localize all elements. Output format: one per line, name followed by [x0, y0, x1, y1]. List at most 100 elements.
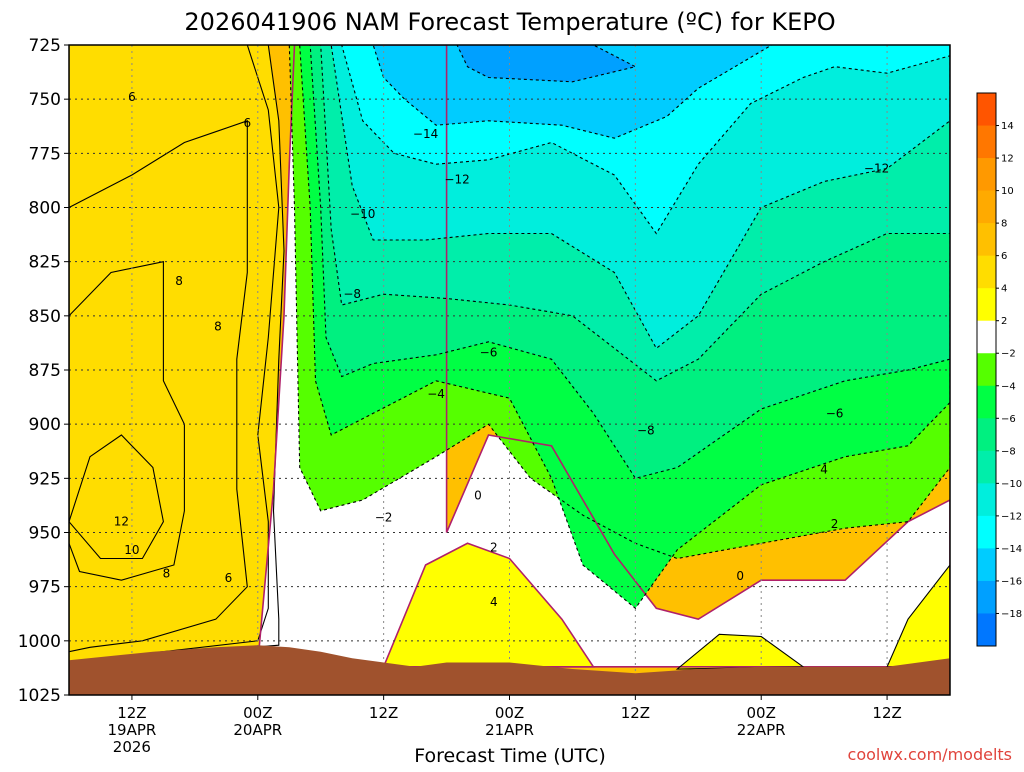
- colorbar-swatch-1: [977, 125, 996, 159]
- x-tick-label-66-1: 22APR: [737, 721, 786, 739]
- x-tick-label-18-1: 20APR: [233, 721, 282, 739]
- contour-15: [372, 45, 773, 139]
- colorbar-swatch-12: [977, 483, 996, 517]
- colorbar-label-12: −12: [1001, 511, 1022, 522]
- y-tick-label-1000: 1000: [18, 632, 61, 652]
- x-tick-label-54-0: 12Z: [621, 704, 650, 722]
- colorbar: 14 12 10 8 6 4 2 −2 −4 −6 −8 −10 −12 −14 −16 −18: [976, 92, 1022, 647]
- contour-label-3: 8: [214, 320, 222, 334]
- contour-label-9: −12: [444, 172, 469, 186]
- contour-label-14: −2: [375, 510, 393, 524]
- x-tick-label-66-0: 00Z: [747, 704, 776, 722]
- contour-5: [257, 45, 950, 668]
- band-6: [383, 543, 594, 667]
- colorbar-label-11: −10: [1001, 479, 1022, 490]
- terrain-ground: [69, 645, 950, 695]
- chart-title: 2026041906 NAM Forecast Temperature (ºC)…: [184, 8, 835, 36]
- contour-label-15: 0: [474, 489, 482, 503]
- contour-label-12: −6: [480, 346, 498, 360]
- x-axis-label: Forecast Time (UTC): [414, 745, 605, 767]
- x-tick-label-42-0: 00Z: [495, 704, 524, 722]
- contour-label-18: −12: [864, 162, 889, 176]
- colorbar-swatch-5: [977, 255, 996, 289]
- colorbar-label-4: 6: [1001, 251, 1007, 262]
- contour-label-0: 6: [128, 90, 136, 104]
- colorbar-label-15: −18: [1001, 609, 1022, 620]
- contour-label-5: 10: [124, 543, 139, 557]
- band-4: [69, 45, 284, 663]
- y-tick-label-800: 800: [29, 199, 61, 219]
- contour-label-6: 8: [163, 567, 171, 581]
- contour-labels: 6 6 8 8 12 10 8 6 −14 −12 −10 −8 −6 −4 −2 0 2 4 −12 −6 −8 4 2 0: [114, 90, 890, 609]
- contour-label-7: 6: [225, 571, 233, 585]
- y-tick-label-1025: 1025: [18, 686, 61, 706]
- colorbar-label-1: 12: [1001, 154, 1014, 165]
- contour-label-19: −6: [826, 406, 844, 420]
- colorbar-label-13: −14: [1001, 544, 1022, 555]
- colorbar-label-3: 8: [1001, 219, 1007, 230]
- colorbar-label-10: −8: [1001, 446, 1016, 457]
- y-tick-label-925: 925: [29, 469, 61, 489]
- contour-label-21: 4: [820, 463, 828, 477]
- credit-link[interactable]: coolwx.com/modelts: [848, 745, 1012, 764]
- colorbar-frame: [976, 92, 997, 647]
- contour-label-11: −8: [343, 287, 361, 301]
- contour-label-13: −4: [427, 387, 445, 401]
- y-tick-label-750: 750: [29, 90, 61, 110]
- x-tick-label-30-0: 12Z: [369, 704, 398, 722]
- contour-13: [330, 45, 950, 350]
- colorbar-label-0: 14: [1001, 121, 1014, 132]
- contour-label-4: 12: [114, 515, 129, 529]
- contour-label-20: −8: [637, 424, 655, 438]
- y-tick-label-900: 900: [29, 415, 61, 435]
- contour-2: [69, 120, 248, 653]
- contour-6: [382, 542, 595, 668]
- contour-label-8: −14: [413, 127, 438, 141]
- y-tick-label-725: 725: [29, 36, 61, 56]
- colorbar-swatch-11: [977, 450, 996, 484]
- contour-0: [69, 434, 164, 560]
- colorbar-label-2: 10: [1001, 186, 1014, 197]
- x-tick-label-42-1: 21APR: [485, 721, 534, 739]
- x-tick-label-6-1: 19APR: [107, 721, 156, 739]
- colorbar-swatch-16: [977, 613, 996, 647]
- colorbar-swatch-4: [977, 223, 996, 257]
- contour-10: [299, 45, 950, 610]
- y-axis: 725 750 775 800 825 850 875 900 925 950 975 1000 102…: [18, 36, 69, 706]
- contour-label-10: −10: [350, 207, 375, 221]
- temperature-bands: [69, 45, 950, 669]
- y-tick-label-825: 825: [29, 253, 61, 273]
- colorbar-label-9: −6: [1001, 414, 1016, 425]
- y-tick-label-950: 950: [29, 524, 61, 544]
- contour-14: [341, 45, 950, 235]
- colorbar-label-8: −4: [1001, 381, 1016, 392]
- band-8: [887, 565, 950, 667]
- colorbar-label-14: −16: [1001, 576, 1022, 587]
- contour-label-23: 0: [736, 569, 744, 583]
- colorbar-swatch-9: [977, 385, 996, 419]
- contour-16: [456, 45, 637, 83]
- colorbar-swatch-13: [977, 515, 996, 549]
- colorbar-swatch-8: [977, 353, 996, 387]
- colorbar-swatch-7: [977, 320, 996, 354]
- colorbar-label-5: 4: [1001, 284, 1007, 295]
- contour-label-16: 2: [490, 541, 498, 555]
- y-tick-label-975: 975: [29, 578, 61, 598]
- contour-label-2: 8: [175, 274, 183, 288]
- colorbar-swatch-2: [977, 158, 996, 192]
- y-tick-label-775: 775: [29, 144, 61, 164]
- colorbar-swatch-6: [977, 288, 996, 322]
- x-tick-label-78-0: 12Z: [872, 704, 901, 722]
- band-16: [457, 45, 636, 82]
- y-tick-label-850: 850: [29, 307, 61, 327]
- colorbar-swatch-3: [977, 190, 996, 224]
- contour-9: [288, 45, 950, 560]
- contour-label-17: 4: [490, 595, 498, 609]
- colorbar-swatch-10: [977, 418, 996, 452]
- x-tick-label-18-0: 00Z: [243, 704, 272, 722]
- y-tick-label-875: 875: [29, 361, 61, 381]
- colorbar-swatch-14: [977, 548, 996, 582]
